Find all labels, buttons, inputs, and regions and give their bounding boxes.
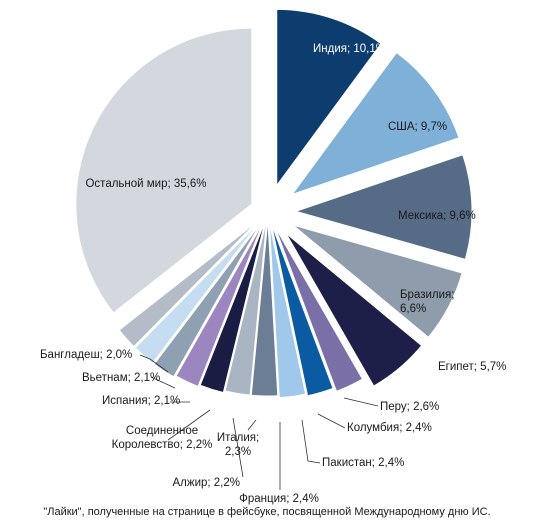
slice-label-7: Колумбия; 2,4% bbox=[347, 422, 432, 434]
slice-label-5: Египет; 5,7% bbox=[438, 361, 506, 373]
slice-label-2: США; 9,7% bbox=[388, 121, 447, 133]
slice-label-3: Мексика; 9,6% bbox=[398, 210, 476, 222]
slice-label-10: Италия;2,3% bbox=[217, 432, 259, 458]
slice-label-6: Перу; 2,6% bbox=[380, 401, 439, 413]
slice-label-9: Франция; 2,4% bbox=[239, 493, 319, 505]
slice-label-12: СоединенноеКоролевство; 2,2% bbox=[112, 425, 213, 451]
slice-label-14: Вьетнам; 2,1% bbox=[82, 372, 160, 384]
slice-label-13: Испания; 2,1% bbox=[102, 395, 180, 407]
leader-line-7 bbox=[318, 414, 345, 428]
slice-label-16: Остальной мир; 35,6% bbox=[85, 178, 206, 190]
slice-label-11: Алжир; 2,2% bbox=[173, 477, 241, 489]
slice-label-15: Бангладеш; 2,0% bbox=[40, 349, 132, 361]
leader-line-6 bbox=[344, 398, 378, 406]
leader-line-10 bbox=[248, 420, 256, 430]
chart-caption: "Лайки", полученные на странице в фейсбу… bbox=[0, 506, 534, 518]
slice-label-1: Индия; 10,1% bbox=[313, 43, 386, 55]
slice-label-8: Пакистан; 2,4% bbox=[322, 457, 404, 469]
leader-line-8 bbox=[302, 420, 320, 463]
